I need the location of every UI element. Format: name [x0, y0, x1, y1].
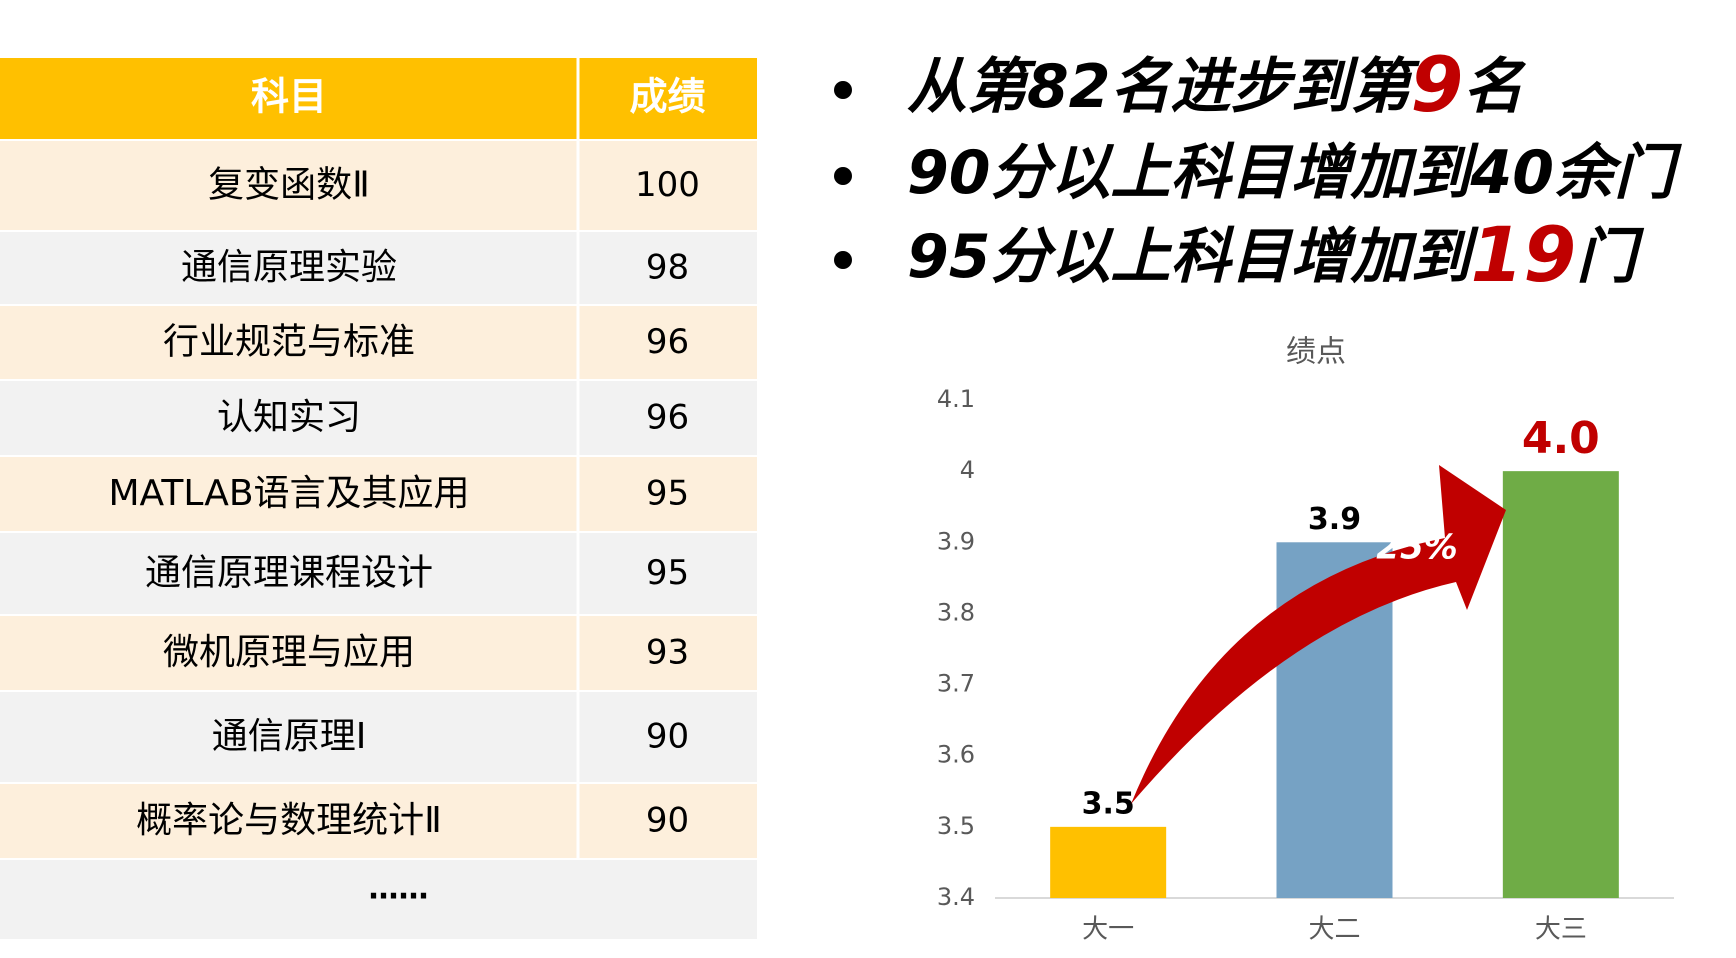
x-tick-label: 大三	[1535, 915, 1587, 945]
value-label: 4.0	[1522, 413, 1600, 464]
y-tick-label: 3.7	[937, 670, 975, 698]
row-bg	[0, 860, 757, 939]
score-cell: 95	[646, 553, 689, 593]
score-cell: 96	[646, 322, 689, 362]
header-cell: 成绩	[629, 75, 705, 119]
score-cell: 90	[646, 801, 689, 841]
x-tick-label: 大一	[1082, 915, 1134, 945]
y-tick-label: 3.5	[937, 812, 975, 840]
bullet-dot	[834, 81, 852, 99]
score-cell: 93	[646, 633, 689, 673]
y-tick-label: 4.1	[937, 385, 975, 413]
bullet-segment: 名	[1463, 52, 1526, 122]
bar	[1050, 826, 1167, 898]
row-bg	[0, 533, 757, 614]
chart-title: 绩点	[1286, 335, 1346, 370]
row-bg	[0, 306, 757, 379]
bullet-dot	[834, 167, 852, 185]
score-cell: 100	[635, 165, 700, 205]
x-tick-label: 大二	[1308, 915, 1360, 945]
row-bg	[0, 784, 757, 858]
subject-cell: 复变函数Ⅱ	[208, 165, 370, 206]
bullet-segment: 9	[1411, 40, 1464, 129]
y-tick-label: 3.6	[937, 741, 975, 769]
row-bg	[0, 616, 757, 690]
row-bg	[0, 141, 757, 230]
bullet-text: 90分以上科目增加到40余门	[907, 138, 1682, 208]
row-bg	[0, 381, 757, 455]
subject-cell: 认知实习	[217, 397, 361, 438]
y-tick-label: 4	[960, 456, 975, 484]
score-cell: 95	[646, 474, 689, 514]
row-bg	[0, 232, 757, 304]
bullet-text: 95分以上科目增加到19门	[907, 210, 1644, 299]
bullet-segment: 门	[1576, 222, 1644, 292]
bullet-segment: 95分以上科目增加到	[907, 222, 1479, 292]
table-header-bg	[0, 58, 757, 139]
arrow-label: 25%	[1376, 528, 1457, 568]
score-cell: 90	[646, 717, 689, 757]
row-bg	[0, 692, 757, 782]
value-label: 3.5	[1082, 786, 1135, 821]
subject-cell: 概率论与数理统计Ⅱ	[136, 800, 442, 841]
subject-cell: MATLAB语言及其应用	[108, 473, 469, 514]
value-label: 3.9	[1308, 502, 1361, 537]
bullet-dot	[834, 251, 852, 269]
y-tick-label: 3.9	[937, 527, 975, 555]
y-tick-label: 3.8	[937, 598, 975, 626]
row-bg	[0, 457, 757, 531]
subject-cell: 通信原理Ⅰ	[212, 716, 367, 757]
score-cell: 98	[646, 248, 689, 288]
subject-cell: 行业规范与标准	[163, 322, 415, 363]
header-cell: 科目	[251, 75, 327, 119]
y-tick-label: 3.4	[937, 883, 975, 911]
more-rows: ……	[369, 872, 429, 907]
subject-cell: 微机原理与应用	[163, 632, 415, 673]
subject-cell: 通信原理课程设计	[145, 553, 433, 594]
bar	[1502, 471, 1619, 898]
bullet-segment: 90分以上科目增加到40余门	[907, 138, 1682, 208]
subject-cell: 通信原理实验	[181, 247, 397, 288]
score-cell: 96	[646, 398, 689, 438]
bullet-segment: 从第82名进步到第	[907, 52, 1420, 122]
growth-arrow	[1131, 465, 1506, 804]
bullet-segment: 19	[1471, 210, 1577, 299]
bullet-text: 从第82名进步到第9名	[907, 40, 1526, 129]
